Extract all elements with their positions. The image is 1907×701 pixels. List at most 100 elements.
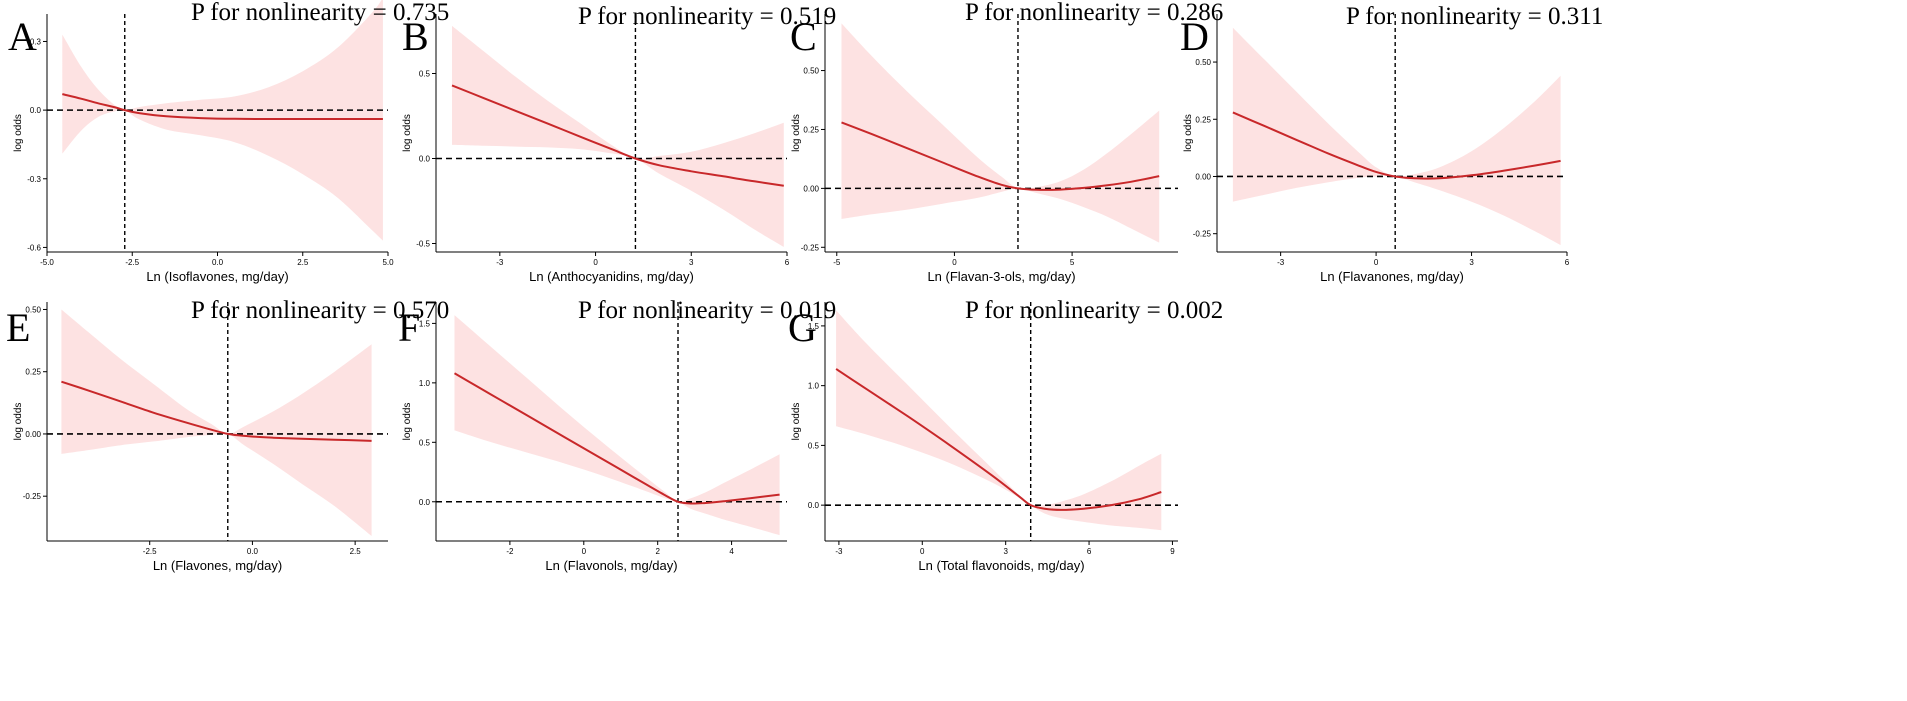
y-axis-label: log odds (13, 403, 24, 441)
y-tick-label: -0.25 (1193, 230, 1212, 239)
x-tick-label: -5 (833, 258, 841, 267)
y-tick-label: 0.25 (25, 368, 41, 377)
y-axis-label: log odds (13, 114, 24, 152)
panel-f: -2 0 2 4 0.0 0.5 1.0 1.5 Ln (Flavonols, mg/day) l… (398, 297, 836, 573)
panel-e: -2.5 0.0 2.5 -0.25 0.00 0.25 0.50 Ln (Flavones,… (6, 297, 449, 573)
x-tick-label: 0 (593, 258, 598, 267)
y-axis-label: log odds (1183, 114, 1194, 152)
p-nonlinearity-title: P for nonlinearity = 0.286 (965, 0, 1223, 26)
x-tick-label: -3 (496, 258, 504, 267)
panel-letter: D (1180, 14, 1209, 59)
y-tick-label: 1.0 (419, 379, 431, 388)
x-tick-label: 2.5 (297, 258, 309, 267)
x-tick-label: 6 (1087, 547, 1092, 556)
y-axis-label: log odds (402, 403, 413, 441)
panel-g: -3 0 3 6 9 0.0 0.5 1.0 1.5 Ln (Total flavonoids, … (788, 297, 1223, 573)
p-nonlinearity-title: P for nonlinearity = 0.519 (578, 3, 836, 30)
panel-letter: F (398, 305, 420, 350)
panel-b: -3 0 3 6 -0.5 0.0 0.5 Ln (Anthocyanidins, mg/da… (402, 3, 836, 284)
panel-letter: E (6, 305, 30, 350)
x-tick-label: -5.0 (40, 258, 54, 267)
x-tick-label: 0 (952, 258, 957, 267)
x-tick-label: 5 (1070, 258, 1075, 267)
spline-curve (451, 84, 784, 187)
y-tick-label: -0.25 (23, 492, 42, 501)
x-tick-label: -2.5 (143, 547, 157, 556)
x-axis-label: Ln (Isoflavones, mg/day) (146, 269, 288, 284)
panel-letter: G (788, 305, 817, 350)
y-tick-label: -0.3 (27, 175, 41, 184)
x-tick-label: -3 (835, 547, 843, 556)
x-tick-label: 2.5 (350, 547, 362, 556)
y-tick-label: 0.0 (419, 155, 431, 164)
p-nonlinearity-title: P for nonlinearity = 0.570 (191, 297, 449, 324)
spline-curve (835, 368, 1162, 511)
y-axis-label: log odds (402, 114, 413, 152)
x-tick-label: 4 (729, 547, 734, 556)
p-nonlinearity-title: P for nonlinearity = 0.019 (578, 297, 836, 324)
x-tick-label: 3 (689, 258, 694, 267)
y-tick-label: 0.50 (803, 67, 819, 76)
x-tick-label: 3 (1003, 547, 1008, 556)
panel-letter: C (790, 14, 817, 59)
y-tick-label: 0.00 (803, 184, 819, 193)
y-tick-label: 0.5 (419, 438, 431, 447)
x-tick-label: 0 (920, 547, 925, 556)
spline-curve (453, 372, 780, 505)
p-nonlinearity-title: P for nonlinearity = 0.002 (965, 297, 1223, 324)
x-tick-label: 0 (582, 547, 587, 556)
panel-letter: B (402, 14, 429, 59)
y-tick-label: -0.5 (416, 240, 430, 249)
y-tick-label: -0.6 (27, 243, 41, 252)
x-tick-label: 5.0 (382, 258, 394, 267)
y-tick-label: -0.25 (801, 243, 820, 252)
x-tick-label: 0.0 (247, 547, 259, 556)
confidence-band (841, 23, 1160, 243)
x-axis-label: Ln (Flavones, mg/day) (153, 558, 282, 573)
spline-curve (61, 380, 372, 442)
x-tick-label: 2 (655, 547, 660, 556)
confidence-band (62, 0, 383, 241)
y-tick-label: 1.0 (808, 382, 820, 391)
y-tick-label: 0.5 (808, 441, 820, 450)
panel-letter: A (8, 14, 37, 59)
y-tick-label: 0.0 (808, 501, 820, 510)
spline-curve (62, 93, 383, 121)
panel-d: -3 0 3 6 -0.25 0.00 0.25 0.50 Ln (Flavanones, mg… (1180, 3, 1603, 284)
x-tick-label: 3 (1469, 258, 1474, 267)
x-tick-label: 0 (1374, 258, 1379, 267)
x-tick-label: -2 (506, 547, 514, 556)
y-axis-label: log odds (791, 114, 802, 152)
confidence-band (454, 315, 780, 536)
p-nonlinearity-title: P for nonlinearity = 0.311 (1346, 3, 1603, 30)
x-tick-label: 6 (1565, 258, 1570, 267)
y-tick-label: 1.5 (419, 319, 431, 328)
confidence-band (1232, 27, 1561, 246)
y-tick-label: 0.3 (30, 37, 42, 46)
y-tick-label: 0.00 (25, 430, 41, 439)
y-tick-label: 0.50 (25, 305, 41, 314)
y-axis-label: log odds (791, 403, 802, 441)
confidence-band (836, 310, 1162, 531)
panel-a: -5.0 -2.5 0.0 2.5 5.0 -0.6 -0.3 0.0 0.3 Ln (Isofl… (8, 0, 449, 284)
confidence-band (61, 309, 372, 536)
spline-curve (841, 121, 1160, 191)
x-axis-label: Ln (Flavan-3-ols, mg/day) (927, 269, 1075, 284)
y-tick-label: 0.0 (30, 106, 42, 115)
panel-c: -5 0 5 -0.25 0.00 0.25 0.50 Ln (Flavan-3-ols, m… (790, 0, 1223, 284)
x-tick-label: 9 (1170, 547, 1175, 556)
p-nonlinearity-title: P for nonlinearity = 0.735 (191, 0, 449, 26)
y-tick-label: 1.5 (808, 322, 820, 331)
x-axis-label: Ln (Flavanones, mg/day) (1320, 269, 1464, 284)
x-tick-label: -2.5 (125, 258, 139, 267)
y-tick-label: 0.50 (1195, 58, 1211, 67)
x-tick-label: 0.0 (212, 258, 224, 267)
y-tick-label: 0.5 (419, 70, 431, 79)
x-axis-label: Ln (Anthocyanidins, mg/day) (529, 269, 694, 284)
y-tick-label: 0.0 (419, 498, 431, 507)
confidence-band (452, 25, 784, 247)
x-axis-label: Ln (Flavonols, mg/day) (545, 558, 677, 573)
y-tick-label: 0.00 (1195, 172, 1211, 181)
spline-curve (1232, 111, 1561, 180)
